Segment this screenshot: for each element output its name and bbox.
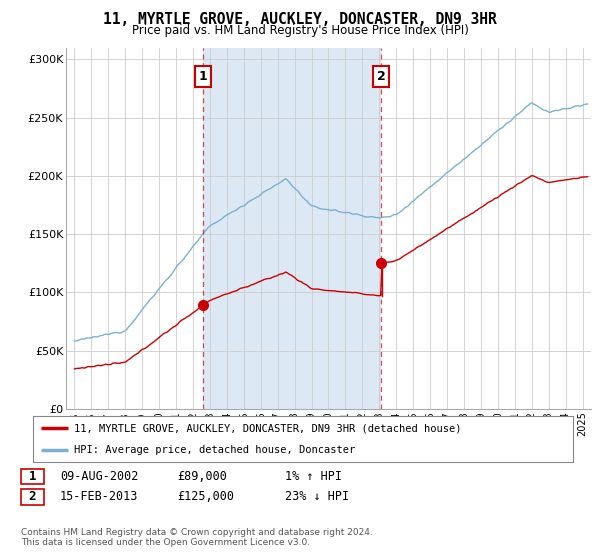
Text: £89,000: £89,000 — [177, 470, 227, 483]
Bar — [203, 48, 382, 409]
Text: 1: 1 — [29, 470, 36, 483]
Text: 2: 2 — [377, 70, 386, 83]
Text: HPI: Average price, detached house, Doncaster: HPI: Average price, detached house, Donc… — [74, 445, 355, 455]
Text: 2: 2 — [29, 491, 36, 503]
Text: 1% ↑ HPI: 1% ↑ HPI — [285, 470, 342, 483]
Text: 1: 1 — [199, 70, 208, 83]
Text: £125,000: £125,000 — [177, 491, 234, 503]
Text: Price paid vs. HM Land Registry's House Price Index (HPI): Price paid vs. HM Land Registry's House … — [131, 24, 469, 36]
Text: Contains HM Land Registry data © Crown copyright and database right 2024.
This d: Contains HM Land Registry data © Crown c… — [21, 528, 373, 548]
Text: 11, MYRTLE GROVE, AUCKLEY, DONCASTER, DN9 3HR: 11, MYRTLE GROVE, AUCKLEY, DONCASTER, DN… — [103, 12, 497, 27]
Text: 09-AUG-2002: 09-AUG-2002 — [60, 470, 139, 483]
Text: 11, MYRTLE GROVE, AUCKLEY, DONCASTER, DN9 3HR (detached house): 11, MYRTLE GROVE, AUCKLEY, DONCASTER, DN… — [74, 423, 461, 433]
Text: 15-FEB-2013: 15-FEB-2013 — [60, 491, 139, 503]
Text: 23% ↓ HPI: 23% ↓ HPI — [285, 491, 349, 503]
